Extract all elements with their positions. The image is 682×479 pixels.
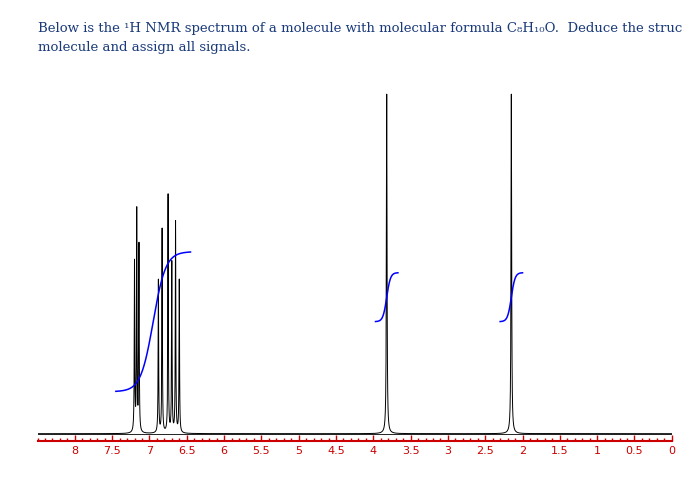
Text: Below is the ¹H NMR spectrum of a molecule with molecular formula C₈H₁₀O.  Deduc: Below is the ¹H NMR spectrum of a molecu… bbox=[38, 22, 682, 34]
Text: molecule and assign all signals.: molecule and assign all signals. bbox=[38, 41, 250, 54]
